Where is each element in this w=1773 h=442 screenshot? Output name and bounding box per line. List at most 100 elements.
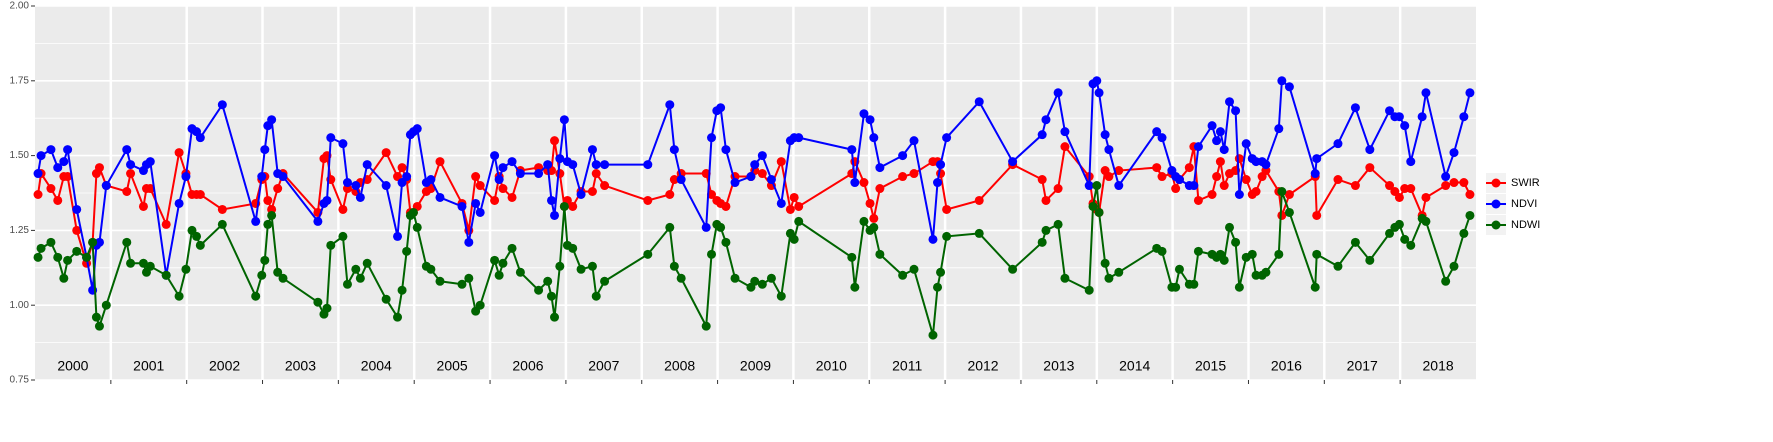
- data-point: [122, 187, 132, 197]
- data-point: [543, 276, 553, 286]
- data-point: [1215, 127, 1225, 137]
- data-point: [260, 145, 270, 155]
- data-point: [1053, 219, 1063, 229]
- data-point: [757, 169, 767, 179]
- data-point: [397, 163, 407, 173]
- data-point: [251, 216, 261, 226]
- x-tick-label: 2003: [285, 358, 316, 374]
- data-point: [101, 181, 111, 191]
- data-point: [794, 201, 804, 211]
- data-point: [794, 216, 804, 226]
- data-point: [1459, 228, 1469, 238]
- data-point: [1152, 127, 1162, 137]
- data-point: [643, 195, 653, 205]
- data-point: [1171, 282, 1181, 292]
- y-tick-label: 2.00: [10, 1, 30, 12]
- data-point: [1400, 234, 1410, 244]
- data-point: [555, 261, 565, 271]
- data-point: [145, 261, 155, 271]
- data-point: [1225, 222, 1235, 232]
- data-point: [475, 181, 485, 191]
- data-point: [322, 303, 332, 313]
- data-point: [1400, 121, 1410, 131]
- data-point: [498, 163, 508, 173]
- data-point: [1157, 246, 1167, 256]
- data-point: [195, 189, 205, 199]
- data-point: [559, 115, 569, 125]
- data-point: [181, 264, 191, 274]
- y-tick-label: 1.25: [10, 225, 30, 236]
- data-point: [1312, 154, 1322, 164]
- data-point: [138, 258, 148, 268]
- data-point: [1417, 112, 1427, 122]
- data-point: [457, 279, 467, 289]
- data-point: [665, 100, 675, 110]
- data-point: [263, 195, 273, 205]
- data-point: [1225, 97, 1235, 107]
- data-point: [1041, 195, 1051, 205]
- data-point: [94, 163, 104, 173]
- data-point: [676, 273, 686, 283]
- data-point: [507, 157, 517, 167]
- data-point: [145, 157, 155, 167]
- data-point: [859, 216, 869, 226]
- data-point: [1157, 133, 1167, 143]
- data-point: [475, 207, 485, 217]
- legend-label: SWIR: [1511, 177, 1540, 189]
- data-point: [936, 267, 946, 277]
- data-point: [122, 237, 132, 247]
- data-point: [1041, 115, 1051, 125]
- data-point: [550, 136, 560, 146]
- data-point: [1284, 82, 1294, 92]
- data-point: [1219, 255, 1229, 265]
- data-point: [63, 255, 73, 265]
- data-point: [1207, 189, 1217, 199]
- data-point: [217, 100, 227, 110]
- data-point: [850, 282, 860, 292]
- data-point: [381, 181, 391, 191]
- data-point: [600, 181, 610, 191]
- data-point: [550, 210, 560, 220]
- data-point: [701, 321, 711, 331]
- data-point: [1385, 228, 1395, 238]
- data-point: [746, 172, 756, 182]
- x-tick-label: 2004: [361, 358, 392, 374]
- data-point: [174, 291, 184, 301]
- data-point: [1184, 163, 1194, 173]
- data-point: [1385, 181, 1395, 191]
- data-point: [643, 249, 653, 259]
- data-point: [1261, 267, 1271, 277]
- data-point: [1277, 76, 1287, 86]
- data-point: [46, 184, 56, 194]
- data-point: [1060, 127, 1070, 137]
- data-point: [1037, 237, 1047, 247]
- data-point: [381, 148, 391, 158]
- data-point: [909, 136, 919, 146]
- legend-dot: [1491, 220, 1501, 230]
- data-point: [928, 330, 938, 340]
- data-point: [33, 169, 43, 179]
- data-point: [273, 184, 283, 194]
- data-point: [669, 175, 679, 185]
- data-point: [1421, 88, 1431, 98]
- data-point: [435, 157, 445, 167]
- data-point: [1406, 184, 1416, 194]
- data-point: [707, 249, 717, 259]
- data-point: [1212, 136, 1222, 146]
- data-point: [412, 222, 422, 232]
- data-point: [471, 198, 481, 208]
- data-point: [402, 246, 412, 256]
- data-point: [1189, 279, 1199, 289]
- data-point: [257, 270, 267, 280]
- data-point: [1060, 273, 1070, 283]
- data-point: [94, 321, 104, 331]
- data-point: [1350, 237, 1360, 247]
- data-point: [412, 124, 422, 134]
- y-tick-label: 0.75: [10, 375, 30, 386]
- data-point: [942, 133, 952, 143]
- data-point: [174, 148, 184, 158]
- data-point: [600, 276, 610, 286]
- data-point: [546, 195, 556, 205]
- data-point: [59, 157, 69, 167]
- data-point: [928, 234, 938, 244]
